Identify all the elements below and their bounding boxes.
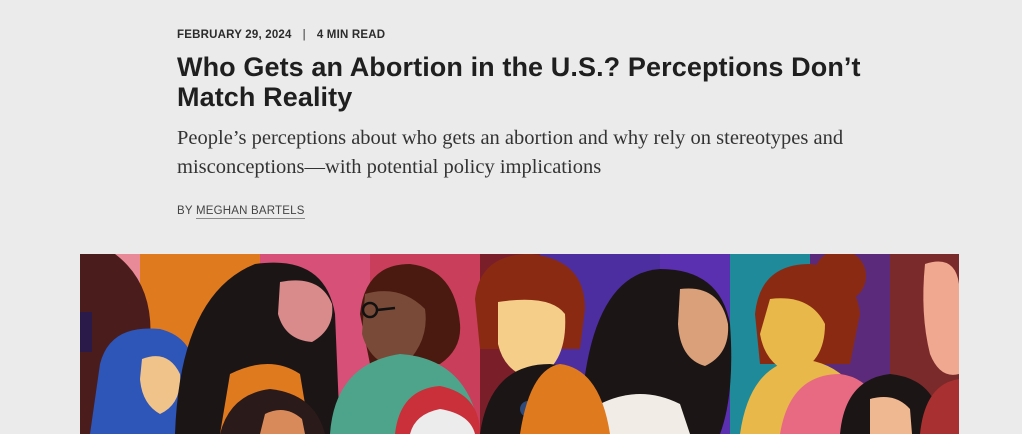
article-dek: People’s perceptions about who gets an a…	[177, 127, 844, 178]
article-meta: FEBRUARY 29, 2024 | 4 MIN READ	[177, 29, 385, 41]
byline-prefix: BY	[177, 205, 193, 217]
meta-separator: |	[302, 29, 306, 41]
read-time: 4 MIN READ	[316, 29, 386, 41]
author-link[interactable]: MEGHAN BARTELS	[195, 205, 305, 219]
hero-image	[80, 254, 959, 434]
hero-illustration	[80, 254, 959, 434]
byline: BY MEGHAN BARTELS	[177, 205, 305, 219]
publish-date: FEBRUARY 29, 2024	[177, 29, 292, 41]
article-headline: Who Gets an Abortion in the U.S.? Percep…	[177, 52, 861, 112]
